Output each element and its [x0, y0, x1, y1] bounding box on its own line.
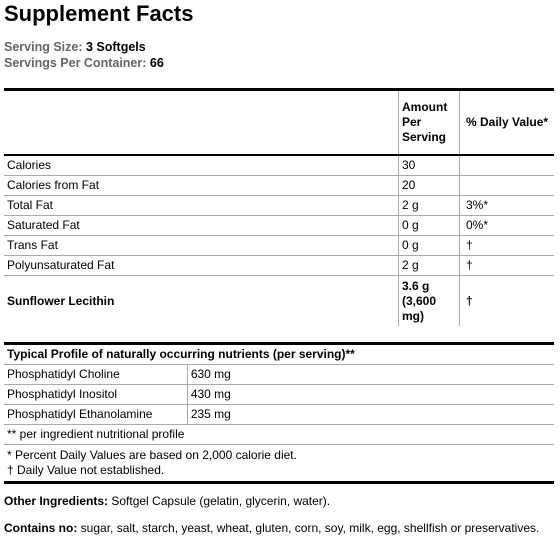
servings-per-container: Servings Per Container: 66: [4, 56, 164, 70]
daily-value: †: [459, 255, 554, 276]
text: Softgel Capsule (gelatin, glycerin, wate…: [111, 494, 331, 508]
nutrient-amount: 3.6 g (3,600 mg): [398, 275, 460, 326]
nutrient-name: Total Fat: [4, 195, 399, 216]
nutrient-row: Calories from Fat 20: [4, 175, 554, 196]
contains-no: Contains no: sugar, salt, starch, yeast,…: [4, 521, 539, 535]
nutrient-row: Total Fat 2 g 3%*: [4, 195, 554, 216]
nutrient-name: Phosphatidyl Choline: [4, 364, 188, 385]
nutrient-row: Saturated Fat 0 g 0%*: [4, 215, 554, 236]
other-ingredients: Other Ingredients: Softgel Capsule (gela…: [4, 494, 330, 508]
profile-note: ** per ingredient nutritional profile: [4, 424, 554, 445]
amount-header: Amount Per Serving: [398, 89, 460, 156]
label: Contains no:: [4, 521, 78, 535]
footnotes: * Percent Daily Values are based on 2,00…: [4, 445, 554, 483]
note-row: ** per ingredient nutritional profile: [4, 424, 554, 445]
text: sugar, salt, starch, yeast, wheat, glute…: [80, 521, 540, 535]
nutrient-amount: 235 mg: [187, 404, 554, 425]
label: Servings Per Container:: [4, 56, 147, 70]
title: Supplement Facts: [4, 1, 194, 26]
daily-value-header: % Daily Value*: [459, 89, 554, 156]
nutrient-row: Trans Fat 0 g †: [4, 235, 554, 256]
footnote: † Daily Value not established.: [7, 463, 165, 477]
nutrient-row: Sunflower Lecithin 3.6 g (3,600 mg) †: [4, 275, 554, 326]
label: Serving Size:: [4, 40, 83, 54]
profile-title: Typical Profile of naturally occurring n…: [4, 343, 554, 365]
daily-value: †: [466, 293, 473, 308]
profile-title-row: Typical Profile of naturally occurring n…: [4, 343, 554, 365]
facts-table: Amount Per Serving% Daily Value* Calories…: [4, 88, 554, 326]
nutrient-name: Phosphatidyl Ethanolamine: [4, 404, 188, 425]
nutrient-amount: 20: [398, 175, 460, 196]
nutrient-row: Calories 30: [4, 155, 554, 176]
daily-value: [459, 155, 554, 176]
nutrient-name: Calories from Fat: [4, 175, 399, 196]
nutrient-name: Saturated Fat: [4, 215, 399, 236]
footnote-row: * Percent Daily Values are based on 2,00…: [4, 445, 554, 483]
label: Other Ingredients:: [4, 494, 109, 508]
nutrient-amount: 0 g: [398, 215, 460, 236]
nutrient-name: Sunflower Lecithin: [4, 275, 399, 326]
daily-value: [459, 175, 554, 196]
nutrient-amount: 2 g: [398, 195, 460, 216]
header-row: Amount Per Serving% Daily Value*: [4, 89, 554, 156]
daily-value: 0%*: [459, 215, 554, 236]
footnote: * Percent Daily Values are based on 2,00…: [7, 448, 297, 462]
daily-value: †: [459, 235, 554, 256]
serving-size: Serving Size: 3 Softgels: [4, 40, 146, 54]
profile-table: Typical Profile of naturally occurring n…: [4, 342, 554, 484]
nutrient-row: Polyunsaturated Fat 2 g †: [4, 255, 554, 276]
profile-row: Phosphatidyl Ethanolamine 235 mg: [4, 404, 554, 425]
value: 3 Softgels: [85, 40, 146, 54]
profile-row: Phosphatidyl Choline 630 mg: [4, 364, 554, 385]
nutrient-name: Phosphatidyl Inositol: [4, 384, 188, 405]
nutrient-name: Trans Fat: [4, 235, 399, 256]
profile-row: Phosphatidyl Inositol 430 mg: [4, 384, 554, 405]
nutrient-amount: 630 mg: [187, 364, 554, 385]
nutrient-amount: 30: [398, 155, 460, 176]
nutrient-amount: 430 mg: [187, 384, 554, 405]
nutrient-name: Calories: [4, 155, 399, 176]
daily-value: 3%*: [459, 195, 554, 216]
nutrient-amount: 0 g: [398, 235, 460, 256]
value: 66: [149, 56, 164, 70]
nutrient-name: Polyunsaturated Fat: [4, 255, 399, 276]
nutrient-amount: 2 g: [398, 255, 460, 276]
cell: [4, 89, 399, 156]
